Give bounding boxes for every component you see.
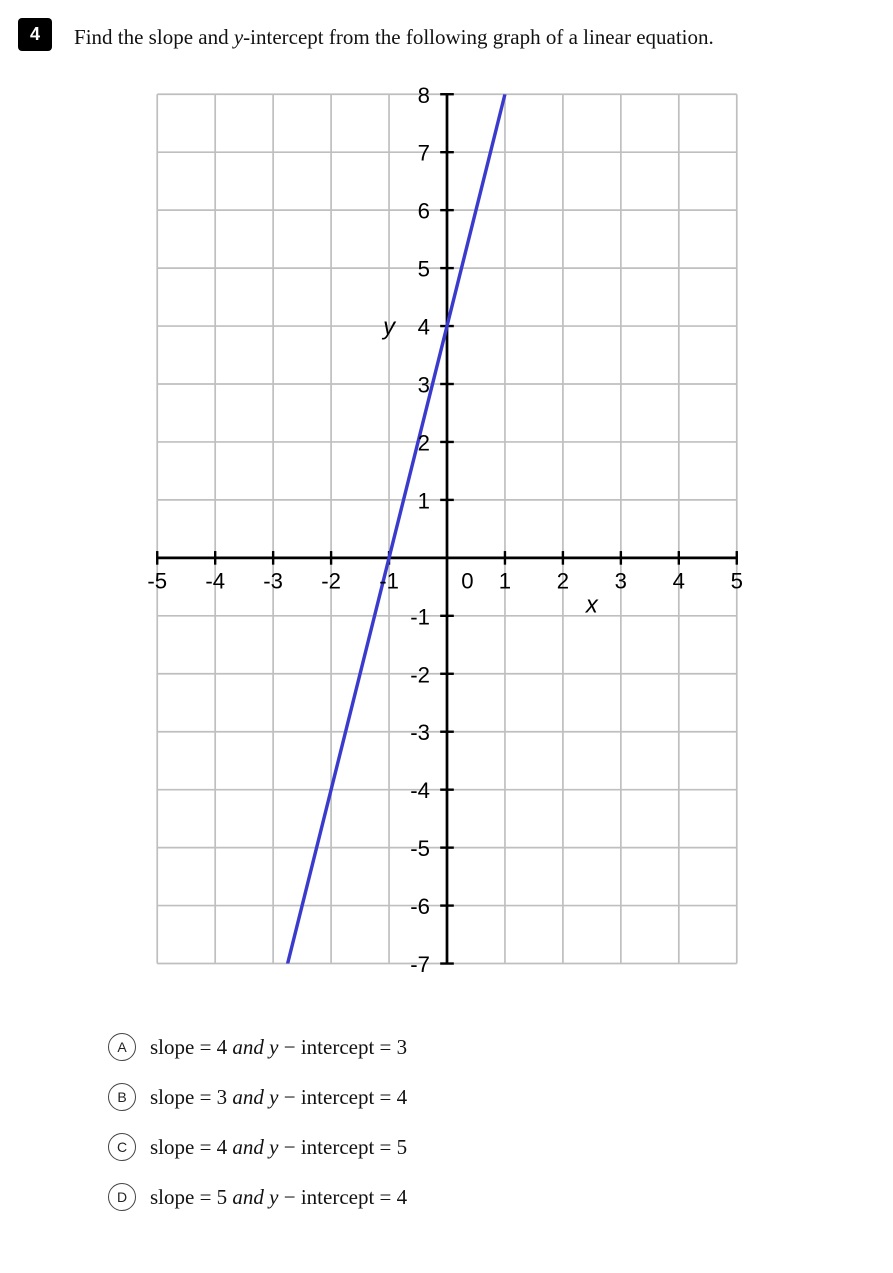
svg-text:-5: -5 — [147, 568, 167, 593]
option-letter: B — [108, 1083, 136, 1111]
svg-text:7: 7 — [417, 140, 429, 165]
svg-text:-1: -1 — [379, 568, 399, 593]
answer-option[interactable]: Dslope = 5 and y − intercept = 4 — [108, 1183, 875, 1211]
answer-option[interactable]: Cslope = 4 and y − intercept = 5 — [108, 1133, 875, 1161]
prompt-italic-y: y — [234, 25, 243, 49]
svg-text:-4: -4 — [205, 568, 225, 593]
answer-option[interactable]: Aslope = 4 and y − intercept = 3 — [108, 1033, 875, 1061]
question-prompt: Find the slope and y-intercept from the … — [74, 18, 714, 54]
svg-text:0: 0 — [461, 568, 473, 593]
svg-text:4: 4 — [672, 568, 684, 593]
svg-text:1: 1 — [498, 568, 510, 593]
option-letter: C — [108, 1133, 136, 1161]
svg-text:-6: -6 — [410, 894, 430, 919]
svg-text:1: 1 — [417, 488, 429, 513]
svg-text:-2: -2 — [410, 662, 430, 687]
svg-text:5: 5 — [730, 568, 742, 593]
svg-text:8: 8 — [417, 84, 429, 108]
svg-text:3: 3 — [614, 568, 626, 593]
svg-text:2: 2 — [417, 430, 429, 455]
question-header: 4 Find the slope and y-intercept from th… — [18, 18, 875, 54]
svg-text:y: y — [381, 313, 397, 340]
chart-container: -5 -4 -3 -2 -1 1 2 3 4 5 -7 -6 -5 -4 -3 -2 -1 1 2 3 4 5 6 7 8 0 x y — [18, 84, 875, 974]
svg-text:-4: -4 — [410, 778, 430, 803]
option-text: slope = 3 and y − intercept = 4 — [150, 1085, 407, 1110]
prompt-pre: Find the slope and — [74, 25, 234, 49]
svg-text:-3: -3 — [263, 568, 283, 593]
svg-text:-2: -2 — [321, 568, 341, 593]
linear-equation-graph: -5 -4 -3 -2 -1 1 2 3 4 5 -7 -6 -5 -4 -3 -2 -1 1 2 3 4 5 6 7 8 0 x y — [147, 84, 747, 974]
option-text: slope = 5 and y − intercept = 4 — [150, 1185, 407, 1210]
svg-text:-1: -1 — [410, 604, 430, 629]
prompt-post: -intercept from the following graph of a… — [243, 25, 714, 49]
svg-text:3: 3 — [417, 372, 429, 397]
svg-text:5: 5 — [417, 256, 429, 281]
svg-text:-7: -7 — [410, 952, 430, 974]
svg-text:4: 4 — [417, 314, 429, 339]
option-letter: D — [108, 1183, 136, 1211]
option-text: slope = 4 and y − intercept = 3 — [150, 1035, 407, 1060]
answer-option[interactable]: Bslope = 3 and y − intercept = 4 — [108, 1083, 875, 1111]
svg-text:-5: -5 — [410, 836, 430, 861]
svg-text:6: 6 — [417, 198, 429, 223]
answer-options: Aslope = 4 and y − intercept = 3 Bslope =… — [108, 1033, 875, 1211]
option-letter: A — [108, 1033, 136, 1061]
option-text: slope = 4 and y − intercept = 5 — [150, 1135, 407, 1160]
question-number-badge: 4 — [18, 18, 52, 51]
svg-text:2: 2 — [556, 568, 568, 593]
svg-text:x: x — [584, 591, 598, 618]
svg-text:-3: -3 — [410, 720, 430, 745]
